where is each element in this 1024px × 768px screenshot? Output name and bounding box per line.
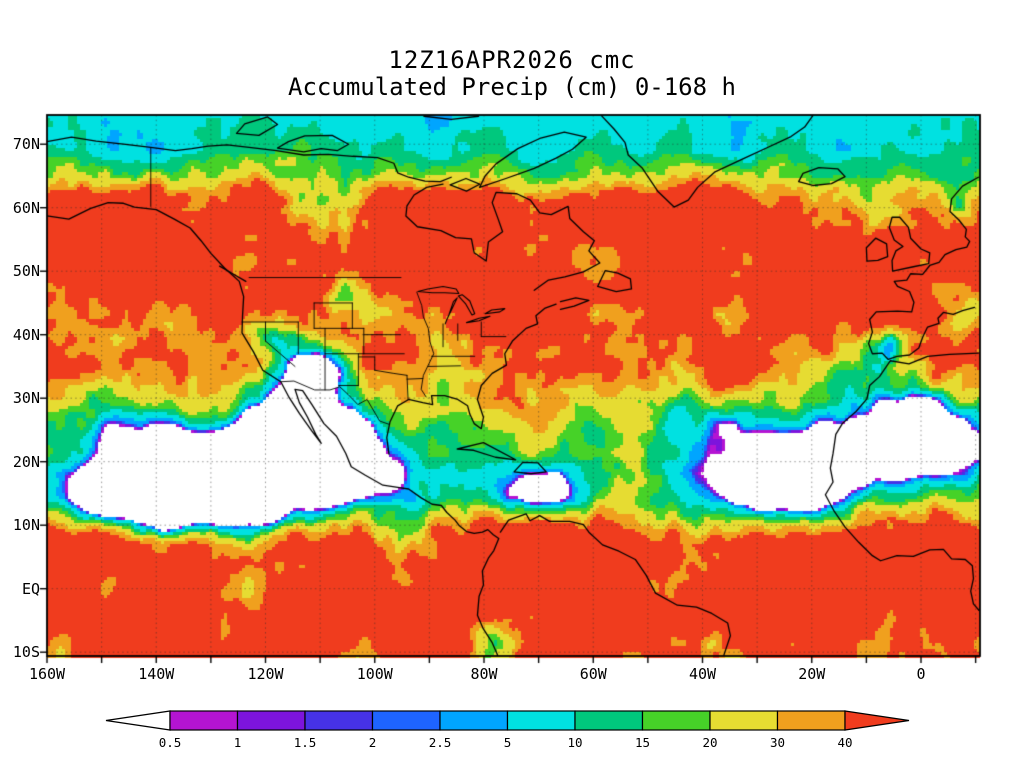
colorbar-tick-label: 5 bbox=[504, 735, 512, 750]
colorbar-segment bbox=[574, 710, 644, 731]
colorbar-segment bbox=[236, 710, 306, 731]
y-axis-label: 50N bbox=[12, 262, 40, 281]
colorbar-segment bbox=[709, 710, 779, 731]
y-axis-label: EQ bbox=[21, 579, 40, 598]
colorbar-segment bbox=[641, 710, 711, 731]
colorbar-tick-label: 2 bbox=[369, 735, 377, 750]
colorbar-tick-label: 1 bbox=[234, 735, 242, 750]
y-axis-label: 20N bbox=[12, 452, 40, 471]
y-axis-label: 10S bbox=[12, 643, 40, 662]
y-axis-label: 70N bbox=[12, 135, 40, 154]
colorbar-tick-label: 1.5 bbox=[294, 735, 317, 750]
colorbar-tick-label: 10 bbox=[567, 735, 582, 750]
x-axis-label: 60W bbox=[579, 665, 607, 683]
x-axis-label: 120W bbox=[247, 665, 284, 683]
x-axis-label: 160W bbox=[28, 665, 66, 683]
y-axis-label: 30N bbox=[12, 389, 40, 408]
colorbar-tick-label: 30 bbox=[770, 735, 785, 750]
colorbar-tick-label: 40 bbox=[837, 735, 852, 750]
y-axis-label: 10N bbox=[12, 516, 40, 535]
x-axis-label: 80W bbox=[470, 665, 498, 683]
colorbar-tick-label: 2.5 bbox=[429, 735, 452, 750]
colorbar-tick-label: 15 bbox=[635, 735, 650, 750]
colorbar-segment bbox=[506, 710, 576, 731]
colorbar-segment bbox=[304, 710, 374, 731]
x-axis-label: 100W bbox=[356, 665, 393, 683]
y-axis-label: 40N bbox=[12, 325, 40, 344]
x-axis-label: 40W bbox=[688, 665, 717, 683]
colorbar-under-arrow bbox=[105, 710, 171, 731]
y-axis-label: 60N bbox=[12, 198, 40, 217]
x-axis-label: 0 bbox=[916, 665, 926, 683]
x-axis-label: 140W bbox=[138, 665, 175, 683]
colorbar-over-arrow bbox=[844, 710, 910, 731]
x-axis-label: 20W bbox=[798, 665, 826, 683]
colorbar-tick-label: 20 bbox=[702, 735, 717, 750]
colorbar-tick-label: 0.5 bbox=[159, 735, 182, 750]
colorbar-segment bbox=[169, 710, 239, 731]
colorbar: 0.5 1 1.5 2 2.5 5 10 15 20 30 40 bbox=[105, 710, 910, 750]
colorbar-segment bbox=[371, 710, 441, 731]
colorbar-segment bbox=[439, 710, 509, 731]
colorbar-segment bbox=[776, 710, 846, 731]
